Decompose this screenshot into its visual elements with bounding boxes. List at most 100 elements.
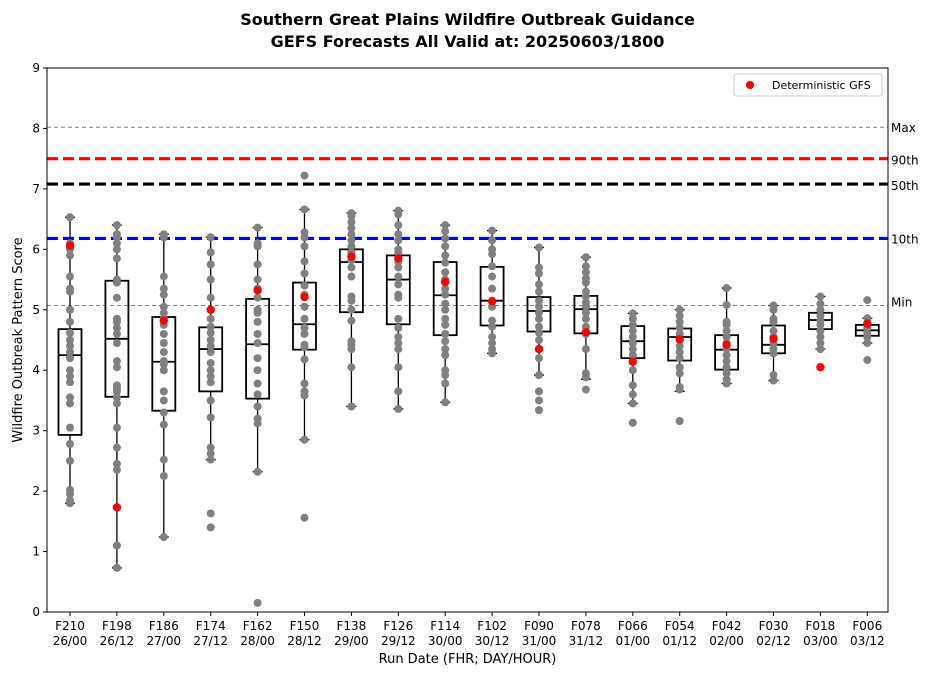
member-point (581, 253, 590, 262)
member-point (535, 280, 543, 289)
member-point (488, 332, 497, 341)
member-point (535, 371, 543, 380)
member-point (581, 298, 590, 307)
x-tick-label-fhr: F042 (712, 619, 742, 633)
member-point (394, 272, 403, 281)
deterministic-point (628, 357, 637, 366)
member-point (206, 509, 215, 518)
member-point (159, 272, 168, 281)
member-point (66, 423, 74, 432)
y-tick-label: 1 (32, 545, 40, 559)
member-point (441, 305, 450, 314)
x-tick-label-day: 29/00 (334, 634, 369, 648)
y-axis: 0 1 2 3 4 5 6 7 8 9 (32, 61, 47, 619)
member-point (441, 329, 450, 338)
member-point (394, 263, 403, 272)
member-point (347, 292, 356, 301)
member-point (347, 337, 356, 346)
member-point (206, 248, 215, 257)
member-point (769, 371, 778, 380)
member-point (441, 299, 450, 308)
deterministic-point (112, 503, 122, 512)
member-point (66, 378, 74, 387)
ref-label-max: Max (891, 121, 916, 135)
member-point (66, 272, 74, 281)
member-point (206, 342, 215, 351)
x-tick-label-fhr: F186 (149, 619, 179, 633)
member-point (722, 300, 731, 309)
member-point (253, 414, 262, 423)
member-point (722, 332, 731, 341)
x-tick-label-fhr: F006 (852, 619, 882, 633)
member-point (863, 355, 872, 364)
member-point (394, 387, 403, 396)
member-point (441, 251, 450, 260)
member-point (628, 320, 637, 329)
member-point (628, 332, 637, 341)
member-point (441, 351, 450, 360)
member-point (535, 328, 543, 337)
member-point (488, 245, 497, 254)
ref-label-10th: 10th (891, 232, 919, 246)
member-point (816, 299, 825, 308)
member-point (628, 418, 637, 427)
member-point (112, 245, 121, 254)
legend-deterministic-label: Deterministic GFS (772, 79, 871, 92)
member-point (394, 332, 403, 341)
member-point (628, 345, 637, 354)
member-point (488, 345, 497, 354)
member-point (253, 275, 262, 284)
chart-title-line2: GEFS Forecasts All Valid at: 20250603/18… (271, 32, 665, 51)
member-point (535, 302, 543, 311)
member-point (441, 290, 450, 299)
member-point (112, 363, 121, 372)
member-point (347, 402, 356, 411)
member-point (441, 227, 450, 236)
x-tick-label-day: 01/00 (616, 634, 651, 648)
member-point (863, 296, 872, 305)
x-tick-label-day: 01/12 (662, 634, 697, 648)
member-point (394, 236, 403, 245)
member-point (112, 254, 121, 263)
member-point (347, 236, 356, 245)
member-point (769, 314, 778, 323)
legend: Deterministic GFS (733, 73, 883, 97)
deterministic-point (769, 334, 778, 343)
member-point (675, 348, 684, 357)
member-point (206, 336, 215, 344)
deterministic-points (65, 241, 872, 512)
member-point (300, 269, 309, 278)
member-point (159, 420, 168, 429)
member-point (300, 228, 309, 237)
member-point (675, 311, 684, 320)
y-tick-label: 3 (32, 424, 40, 438)
member-point (159, 284, 168, 293)
member-point (581, 287, 590, 296)
member-point (159, 408, 168, 417)
x-tick-label-fhr: F102 (477, 619, 507, 633)
member-point (112, 423, 121, 432)
member-point (535, 354, 543, 363)
member-point (581, 262, 590, 271)
member-point (581, 385, 590, 394)
member-point (441, 314, 450, 323)
member-point (253, 390, 262, 399)
member-point (675, 354, 684, 363)
member-point (253, 339, 262, 348)
x-tick-label-fhr: F018 (805, 619, 835, 633)
x-tick-label-day: 30/12 (475, 634, 510, 648)
y-tick-label: 7 (32, 182, 40, 196)
member-point (66, 399, 74, 408)
member-point (300, 281, 309, 290)
member-point (159, 455, 168, 464)
member-point (159, 357, 168, 366)
x-tick-label-fhr: F162 (243, 619, 273, 633)
member-point (394, 230, 403, 239)
member-point (206, 348, 215, 357)
member-point (112, 393, 121, 402)
member-point (66, 393, 74, 402)
member-point (628, 326, 637, 335)
member-point (488, 339, 497, 348)
member-point (769, 345, 778, 354)
member-point (112, 239, 121, 248)
